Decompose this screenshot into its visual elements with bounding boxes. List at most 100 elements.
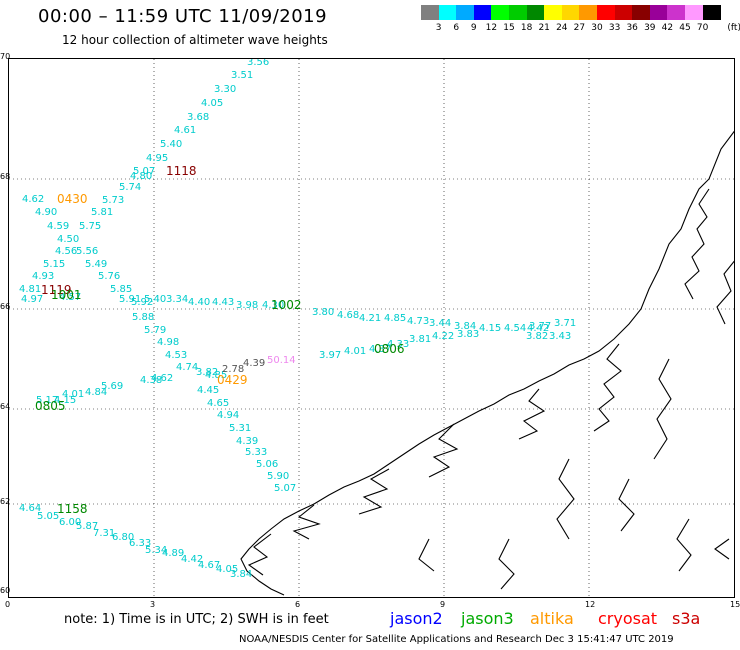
wave-height-value: 5.91 [119, 294, 141, 305]
wave-height-value: 3.34 [166, 294, 188, 305]
color-scale-label: 27 [573, 23, 586, 33]
color-swatch [597, 5, 616, 20]
x-tick-label: 12 [585, 600, 596, 609]
wave-height-value: 4.57 [59, 292, 81, 303]
map-canvas: 3.563.513.304.053.684.615.404.955.074.80… [9, 59, 734, 597]
coastline-segment [556, 458, 575, 540]
wave-height-value: 4.98 [157, 337, 179, 348]
pass-time-label: 1158 [57, 502, 88, 516]
wave-height-value: 4.67 [198, 560, 220, 571]
wave-height-value: 4.65 [207, 398, 229, 409]
coastline-segment [676, 518, 692, 572]
wave-height-value: 3.77 [529, 321, 551, 332]
wave-height-value: 5.07 [133, 166, 155, 177]
coastline-segment [418, 538, 435, 572]
mission-label-altika: altika [530, 609, 574, 628]
wave-height-value: 4.42 [527, 323, 549, 334]
y-tick-label: 70 [0, 52, 11, 61]
map-grid [9, 59, 734, 597]
wave-height-value: 5.74 [119, 182, 141, 193]
color-swatch [667, 5, 686, 20]
coastline-segment [292, 504, 321, 540]
color-swatch [702, 5, 721, 20]
wave-height-value: 4.84 [85, 387, 107, 398]
wave-height-value: 4.59 [47, 221, 69, 232]
coastline-segment [240, 130, 734, 596]
wave-height-value: 4.97 [21, 294, 43, 305]
wave-height-value: 4.81 [19, 284, 41, 295]
color-swatch [438, 5, 457, 20]
color-swatch [561, 5, 580, 20]
color-swatch [456, 5, 475, 20]
wave-height-value: 4.15 [479, 323, 501, 334]
color-scale-label: 9 [470, 23, 477, 33]
wave-height-value: 7.31 [93, 528, 115, 539]
x-tick-label: 9 [440, 600, 446, 609]
wave-height-value: 50.14 [267, 355, 296, 366]
wave-height-value: 4.73 [407, 316, 429, 327]
wave-height-value: 4.53 [165, 350, 187, 361]
coastline-segment [714, 538, 730, 560]
wave-height-value: 4.43 [212, 297, 234, 308]
wave-height-value: 5.33 [245, 447, 267, 458]
color-scale-label: 12 [485, 23, 498, 33]
wave-height-value: 4.50 [57, 234, 79, 245]
wave-height-value: 3.81 [409, 334, 431, 345]
mission-label-cryosat: cryosat [598, 609, 658, 628]
wave-height-value: 3.98 [236, 300, 258, 311]
x-tick-label: 0 [5, 600, 11, 609]
color-swatch [544, 5, 563, 20]
color-scale-label: 15 [503, 23, 515, 33]
pass-time-label: 1002 [271, 298, 302, 312]
wave-height-value: 3.84 [230, 569, 252, 580]
wave-height-value: 5.56 [76, 246, 98, 257]
credit-line: NOAA/NESDIS Center for Satellite Applica… [239, 634, 674, 645]
wave-height-value: 4.15 [54, 395, 76, 406]
wave-height-value: 5.07 [274, 483, 296, 494]
wave-height-value: 5.92 [131, 297, 153, 308]
wave-height-value: 4.68 [337, 310, 359, 321]
y-tick-label: 62 [0, 497, 11, 506]
wave-height-value: 4.21 [359, 313, 381, 324]
color-scale-label: 18 [520, 23, 533, 33]
wave-height-value: 4.94 [217, 410, 239, 421]
color-swatch [509, 5, 528, 20]
pass-time-label: 1001 [51, 288, 82, 302]
map-frame: 3.56 3.51 3.30 4.05 3.68 4.61 5.40 4.95 5.07 4.80… [8, 58, 735, 598]
y-tick-label: 68 [0, 172, 11, 181]
wave-height-value: 5.76 [98, 271, 120, 282]
color-swatch [579, 5, 598, 20]
wave-height-value: 4.05 [201, 98, 223, 109]
wave-height-value: 5.85 [110, 284, 132, 295]
wave-height-value: 3.30 [214, 84, 236, 95]
color-swatch [632, 5, 651, 20]
x-tick-label: 3 [150, 600, 156, 609]
color-swatch [473, 5, 492, 20]
color-scale-label: 45 [679, 23, 691, 33]
pass-time-label: 1118 [166, 164, 197, 178]
y-tick-label: 64 [0, 402, 11, 411]
pass-time-label: 0805 [35, 399, 66, 413]
wave-height-value: 5.90 [267, 471, 289, 482]
wave-height-value: 4.39 [236, 436, 258, 447]
wave-height-value: 4.01 [344, 346, 366, 357]
x-tick-label: 6 [295, 600, 301, 609]
wave-height-value: 5.81 [91, 207, 113, 218]
wave-height-value: 2.78 [222, 364, 244, 375]
coastline-segment [358, 468, 390, 515]
wave-height-value: 4.05 [216, 564, 238, 575]
wave-height-value: 3.97 [319, 350, 341, 361]
wave-height-value: 3.43 [549, 331, 571, 342]
wave-height-value: 5.15 [43, 259, 65, 270]
color-scale-label: 42 [661, 23, 674, 33]
wave-height-value: 5.40 [160, 139, 182, 150]
wave-height-value: 5.49 [85, 259, 107, 270]
wave-height-value: 5.73 [102, 195, 124, 206]
wave-height-value: 4.30 [262, 300, 284, 311]
color-swatch [421, 5, 440, 20]
coastline-segment [716, 260, 734, 325]
wave-height-value: 4.54 [504, 323, 526, 334]
color-scale-label: 33 [608, 23, 621, 33]
pass-time-label: 1119 [41, 283, 72, 297]
